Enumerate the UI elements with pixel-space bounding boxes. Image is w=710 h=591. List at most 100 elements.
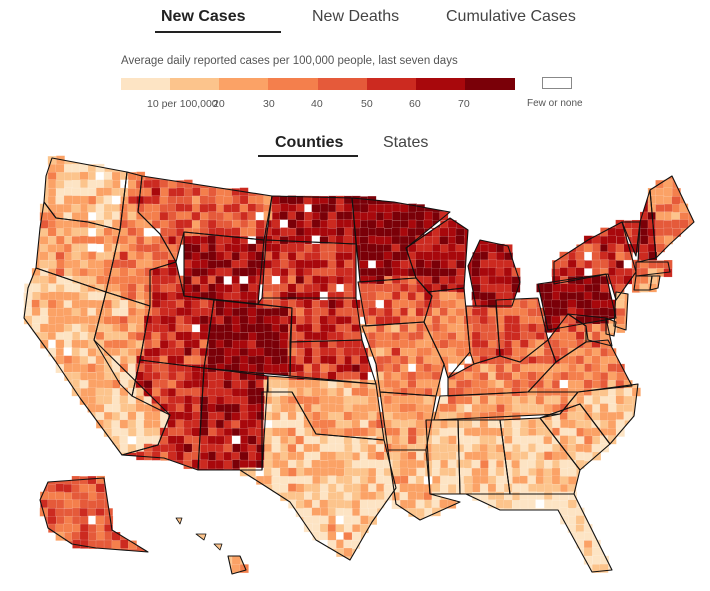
county-cell [207, 403, 217, 413]
county-cell [400, 268, 410, 278]
county-cell [399, 355, 409, 365]
county-cell [647, 195, 657, 205]
county-cell [416, 379, 426, 389]
county-cell [48, 347, 58, 357]
county-cell [80, 195, 90, 205]
county-cell [223, 443, 233, 453]
county-cell [295, 419, 305, 429]
county-cell [615, 315, 625, 325]
county-cell [127, 323, 137, 333]
county-cell [55, 195, 65, 205]
county-cell [111, 308, 121, 318]
county-cell [431, 451, 441, 461]
tab-new-cases[interactable]: New Cases [161, 8, 246, 25]
county-cell [319, 379, 329, 389]
state-border-la [387, 449, 461, 521]
county-cell [551, 500, 561, 510]
county-cell [384, 236, 394, 246]
county-cell [472, 475, 482, 485]
county-cell [519, 427, 529, 437]
county-cell [255, 339, 265, 349]
county-cell [215, 275, 225, 285]
county-cell [96, 179, 106, 189]
county-cell [415, 339, 425, 349]
county-cell [623, 387, 633, 397]
legend-swatch [415, 78, 466, 90]
county-cell [319, 315, 329, 325]
county-cell [303, 323, 313, 333]
county-cell [568, 363, 578, 373]
county-cell [431, 371, 441, 381]
county-cell [392, 251, 402, 261]
county-cell [360, 491, 370, 501]
tab-counties[interactable]: Counties [275, 134, 344, 151]
tab-new-deaths[interactable]: New Deaths [312, 8, 400, 25]
county-cell [143, 251, 153, 261]
county-cell [167, 228, 177, 238]
county-cell [271, 467, 281, 477]
county-cell [231, 227, 241, 237]
county-cell [200, 259, 210, 269]
tab-cumulative-cases[interactable]: Cumulative Cases [446, 8, 576, 25]
us-county-map[interactable] [0, 148, 710, 591]
county-cell [143, 227, 153, 237]
county-cell [71, 499, 81, 509]
county-cell [312, 275, 322, 285]
tab-states[interactable]: States [383, 134, 429, 151]
county-cell [391, 444, 401, 454]
county-cell [472, 395, 482, 405]
county-cell [103, 243, 113, 253]
county-cell [392, 363, 402, 373]
county-cell [335, 443, 345, 453]
county-cell [56, 515, 66, 525]
county-cell [471, 427, 481, 437]
county-cell [119, 435, 129, 445]
county-cell [335, 412, 345, 422]
county-cell [263, 435, 273, 445]
county-cell [191, 291, 201, 301]
county-cell [191, 355, 201, 365]
county-cell [375, 419, 385, 429]
county-cell [191, 267, 201, 277]
county-cell [207, 435, 217, 445]
county-cell [264, 427, 274, 437]
county-cell [592, 243, 602, 253]
county-cell [264, 275, 274, 285]
county-cell [159, 324, 169, 334]
county-cell [576, 371, 586, 381]
county-cell [295, 307, 305, 317]
county-cell [455, 275, 465, 285]
county-cell [63, 243, 73, 253]
county-cell [287, 363, 297, 373]
county-cell [487, 387, 497, 397]
county-cell [432, 419, 442, 429]
county-cell [303, 259, 313, 269]
county-cell [312, 283, 322, 293]
county-cell [119, 275, 129, 285]
county-cell [575, 284, 585, 294]
county-cell [183, 420, 193, 430]
county-cell [360, 515, 370, 525]
county-cell [391, 211, 401, 221]
county-cell [423, 275, 433, 285]
county-cell [72, 323, 82, 333]
county-cell [159, 427, 169, 437]
county-cell [376, 307, 386, 317]
county-cell [47, 227, 57, 237]
county-cell [416, 283, 426, 293]
county-cell [120, 348, 130, 358]
county-cell [527, 331, 537, 341]
county-cell [503, 363, 513, 373]
county-cell [327, 483, 337, 493]
county-cell [224, 331, 234, 341]
county-cell [175, 435, 185, 445]
county-cell [223, 451, 233, 461]
county-cell [175, 347, 185, 357]
county-cell [119, 411, 129, 421]
county-cell [159, 267, 169, 277]
county-cell [39, 259, 49, 269]
county-cell [31, 299, 41, 309]
county-cell [495, 395, 505, 405]
county-cell [47, 307, 57, 317]
county-cell [503, 259, 513, 269]
